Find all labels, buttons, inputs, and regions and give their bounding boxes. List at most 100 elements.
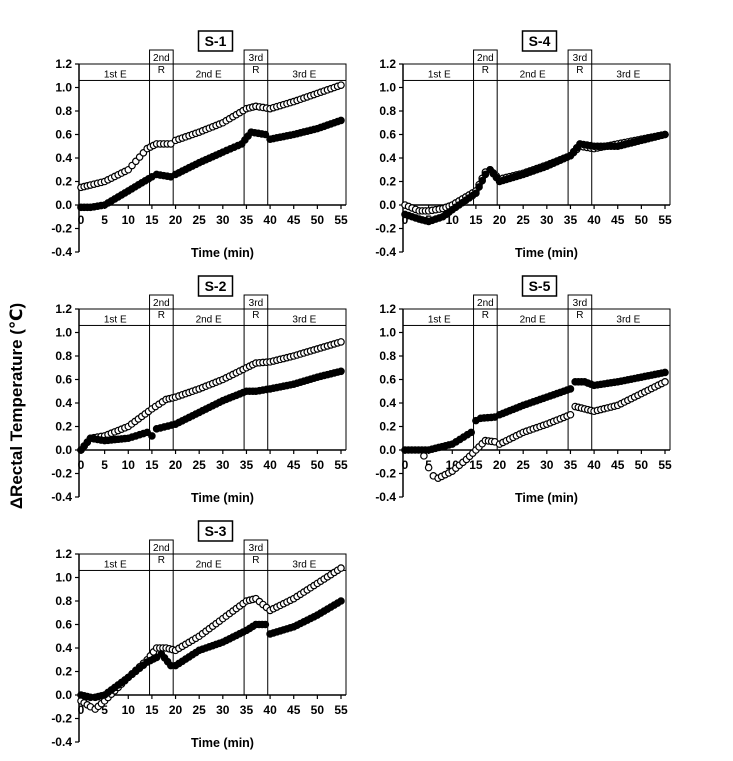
- x-tick-label: 35: [240, 213, 254, 227]
- filled-point: [337, 597, 345, 605]
- open-point: [337, 564, 345, 572]
- series-open: [77, 564, 345, 713]
- y-tick-label: 1.2: [379, 302, 396, 316]
- x-tick-label: 45: [287, 458, 301, 472]
- filled-point: [661, 368, 669, 377]
- phase-label: 3rd E: [616, 314, 640, 325]
- y-tick-label: -0.2: [375, 467, 396, 481]
- panel-title: S-3: [205, 523, 227, 539]
- phase-label: 3rd E: [292, 559, 316, 570]
- phase-label: 3rd R: [249, 298, 263, 321]
- x-tick-label: 40: [263, 458, 277, 472]
- filled-point: [337, 116, 345, 125]
- y-tick-label: 1.2: [55, 57, 72, 71]
- rest-label-box: [473, 49, 498, 65]
- x-axis-label: Time (min): [191, 491, 254, 505]
- phase-label: 2nd E: [196, 314, 222, 325]
- series-open: [77, 81, 345, 192]
- x-axis-label: Time (min): [515, 246, 578, 260]
- rest-label-box: [567, 294, 593, 310]
- y-tick-label: 0.8: [55, 104, 72, 118]
- y-tick-label: 1.0: [55, 326, 72, 340]
- x-tick-label: 50: [311, 213, 325, 227]
- x-tick-label: 0: [78, 703, 85, 717]
- y-tick-label: 0.6: [55, 373, 72, 387]
- x-tick-label: 25: [193, 458, 207, 472]
- x-tick-label: 50: [635, 458, 649, 472]
- y-tick-label: -0.4: [375, 490, 396, 504]
- y-tick-label: 1.0: [55, 81, 72, 95]
- panel-s-3: S-3 1st E 2nd R 2nd E 3rd R 3rd E -0.4 -0.2 0.0 0.2…: [51, 520, 348, 750]
- y-tick-label: 0.8: [55, 594, 72, 608]
- y-tick-label: 1.2: [55, 302, 72, 316]
- y-tick-label: 0.6: [379, 373, 396, 387]
- x-tick-label: 15: [145, 458, 159, 472]
- phase-label: 2nd R: [477, 53, 494, 76]
- x-tick-label: 55: [658, 213, 672, 227]
- phase-label: 1st E: [428, 69, 451, 80]
- y-tick-label: -0.4: [51, 245, 72, 259]
- x-tick-label: 35: [564, 213, 578, 227]
- x-tick-label: 30: [216, 213, 230, 227]
- phase-label: 2nd E: [196, 559, 222, 570]
- x-tick-label: 20: [493, 458, 507, 472]
- x-tick-label: 40: [263, 703, 277, 717]
- panel-title-box: [521, 30, 558, 52]
- x-tick-label: 0: [402, 213, 409, 227]
- filled-point: [337, 367, 345, 376]
- filled-point: [261, 620, 270, 629]
- x-tick-label: 50: [311, 458, 325, 472]
- series-filled: [401, 130, 669, 226]
- y-tick-label: 1.2: [55, 547, 72, 561]
- filled-point: [467, 428, 475, 437]
- phase-label: 1st E: [104, 314, 127, 325]
- y-axis-label: ΔRectal Temperature (℃): [7, 303, 26, 509]
- y-tick-label: 0.4: [55, 396, 72, 410]
- rest-label-box: [243, 539, 269, 555]
- x-tick-label: 50: [311, 703, 325, 717]
- y-tick-label: 0.0: [55, 198, 72, 212]
- x-tick-label: 25: [517, 458, 531, 472]
- y-tick-label: 0.6: [379, 128, 396, 142]
- x-tick-label: 30: [540, 213, 554, 227]
- open-point: [661, 378, 669, 386]
- phase-label: 3rd R: [249, 543, 263, 566]
- phase-label: 1st E: [104, 559, 127, 570]
- x-tick-label: 45: [611, 458, 625, 472]
- filled-point: [566, 385, 575, 393]
- x-tick-label: 45: [287, 703, 301, 717]
- panel-title-box: [197, 30, 234, 52]
- y-tick-label: 0.0: [379, 443, 396, 457]
- phase-label: 3rd E: [292, 314, 316, 325]
- x-tick-label: 10: [122, 458, 136, 472]
- x-tick-label: 45: [611, 213, 625, 227]
- y-tick-label: 0.0: [55, 688, 72, 702]
- y-tick-label: 0.2: [379, 175, 396, 189]
- open-point: [566, 410, 575, 419]
- y-tick-label: 0.0: [55, 443, 72, 457]
- y-tick-label: 1.2: [379, 57, 396, 71]
- rest-label-box: [473, 294, 498, 310]
- x-tick-label: 0: [78, 458, 85, 472]
- y-tick-label: 0.2: [55, 175, 72, 189]
- x-tick-label: 55: [658, 458, 672, 472]
- x-tick-label: 30: [540, 458, 554, 472]
- y-tick-label: -0.2: [375, 222, 396, 236]
- panel-title: S-5: [529, 278, 551, 294]
- y-tick-label: -0.4: [51, 735, 72, 749]
- y-tick-label: -0.4: [375, 245, 396, 259]
- phase-label: 3rd E: [292, 69, 316, 80]
- y-tick-label: -0.4: [51, 490, 72, 504]
- x-tick-label: 30: [216, 703, 230, 717]
- x-tick-label: 20: [169, 458, 183, 472]
- y-tick-label: -0.2: [51, 467, 72, 481]
- x-tick-label: 25: [517, 213, 531, 227]
- phase-label: 3rd R: [573, 298, 587, 321]
- x-tick-label: 25: [193, 213, 207, 227]
- x-tick-label: 25: [193, 703, 207, 717]
- x-tick-label: 35: [240, 458, 254, 472]
- rest-label-box: [149, 49, 174, 65]
- x-tick-label: 5: [101, 703, 108, 717]
- y-tick-label: 0.2: [55, 420, 72, 434]
